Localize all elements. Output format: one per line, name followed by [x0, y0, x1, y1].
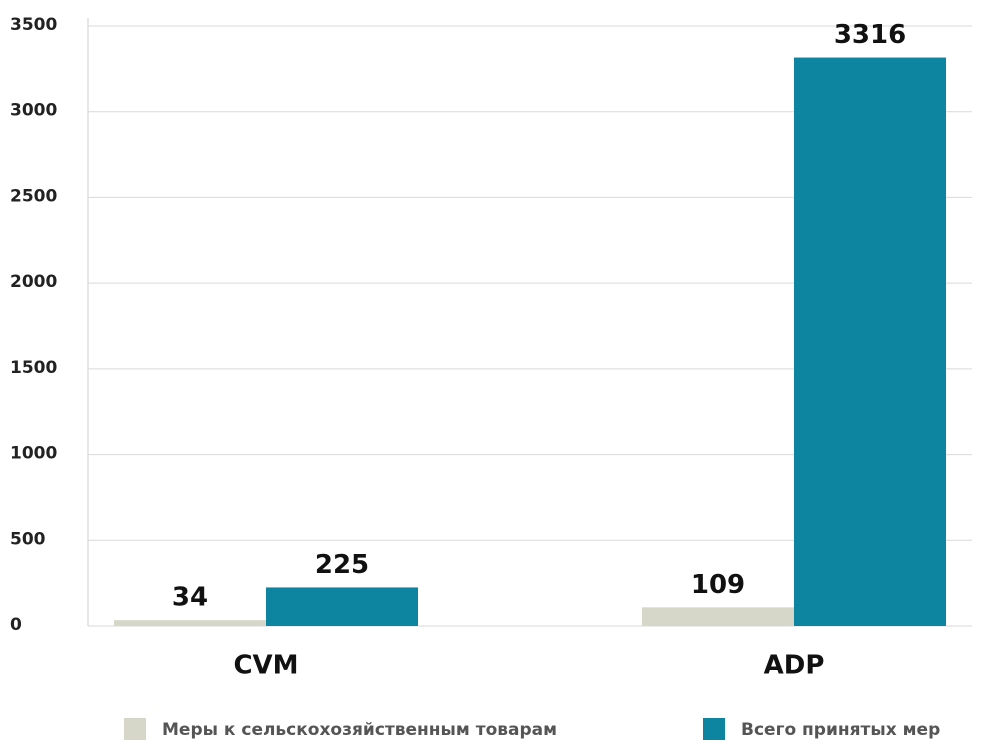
y-tick-label: 500: [10, 529, 46, 549]
data-label: 34: [172, 583, 208, 613]
legend-swatch: [703, 718, 725, 740]
bar: [794, 57, 946, 627]
legend-label: Меры к сельскохозяйственным товарам: [162, 720, 557, 740]
y-tick-label: 2500: [10, 186, 57, 206]
bar: [114, 620, 266, 626]
data-label: 225: [315, 550, 369, 580]
legend-swatch: [124, 718, 146, 740]
y-tick-label: 1000: [10, 444, 57, 464]
x-tick-label: CVM: [233, 651, 298, 681]
y-tick-label: 0: [10, 615, 22, 635]
y-tick-label: 2000: [10, 272, 57, 292]
bar: [642, 607, 794, 626]
legend-label: Всего принятых мер: [741, 720, 940, 740]
y-tick-label: 3000: [10, 101, 57, 121]
y-tick-label: 3500: [10, 15, 57, 35]
data-label: 3316: [834, 20, 906, 50]
y-tick-label: 1500: [10, 358, 57, 378]
x-tick-label: ADP: [764, 651, 825, 681]
data-label: 109: [691, 570, 745, 600]
bar: [266, 587, 418, 626]
